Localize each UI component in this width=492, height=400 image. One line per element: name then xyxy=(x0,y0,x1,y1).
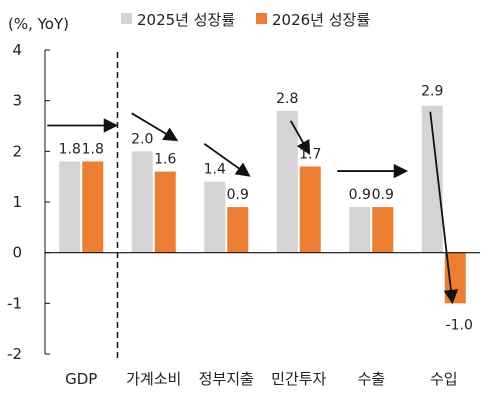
value-label-2-0: 1.8 xyxy=(82,141,104,157)
category-label-0: GDP xyxy=(65,370,97,388)
trend-arrow-3 xyxy=(289,120,311,156)
bar-1-0 xyxy=(59,161,81,253)
legend: 2025년 성장률 2026년 성장률 xyxy=(121,11,370,29)
category-label-2: 정부지출 xyxy=(199,370,254,388)
bar-2-1 xyxy=(154,171,176,253)
bar-2-3 xyxy=(299,166,321,253)
y-tick-label: 2 xyxy=(12,142,22,160)
y-tick-label: 1 xyxy=(12,193,22,211)
bar-2-0 xyxy=(82,161,104,253)
legend-label-2: 2026년 성장률 xyxy=(272,11,370,29)
y-tick-label: 0 xyxy=(12,244,22,262)
value-label-2-3: 1.7 xyxy=(299,147,321,163)
value-label-1-4: 0.9 xyxy=(349,187,371,203)
value-label-1-3: 2.8 xyxy=(276,91,298,107)
value-label-1-1: 2.0 xyxy=(131,131,153,147)
category-label-4: 수출 xyxy=(357,370,385,388)
unit-label: (%, YoY) xyxy=(8,15,69,33)
trend-arrow-1 xyxy=(131,112,179,142)
bar-2-2 xyxy=(227,207,249,253)
category-labels: GDP 가계소비 정부지출 민간투자 수출 수입 xyxy=(65,370,457,388)
value-label-2-2: 0.9 xyxy=(227,187,249,203)
bar-1-3 xyxy=(276,110,298,253)
category-label-3: 민간투자 xyxy=(271,370,326,388)
y-tick-label: 3 xyxy=(12,92,22,110)
value-label-1-5: 2.9 xyxy=(421,84,443,100)
legend-label-1: 2025년 성장률 xyxy=(137,11,235,29)
trend-arrow-2 xyxy=(203,143,251,177)
value-label-1-0: 1.8 xyxy=(59,141,81,157)
value-labels: 1.8 1.82.01.61.40.92.81.70.9 0.92.9-1.0 xyxy=(59,84,473,334)
trend-arrow-5 xyxy=(429,111,459,305)
bar-1-1 xyxy=(131,151,153,253)
y-tick-label: 4 xyxy=(12,41,22,59)
bar-1-2 xyxy=(204,181,226,253)
y-axis: -2 -1 0 1 2 3 4 xyxy=(7,41,50,363)
category-label-1: 가계소비 xyxy=(126,370,181,388)
legend-swatch-2 xyxy=(256,13,267,24)
y-tick-label: -1 xyxy=(7,294,22,312)
value-label-2-1: 1.6 xyxy=(154,152,176,168)
y-tick-label: -2 xyxy=(7,345,22,363)
bars xyxy=(59,105,466,304)
bar-1-5 xyxy=(421,105,443,253)
bar-1-4 xyxy=(349,207,371,253)
value-label-1-2: 1.4 xyxy=(204,162,226,178)
value-label-2-4: 0.9 xyxy=(372,187,394,203)
value-label-2-5: -1.0 xyxy=(446,317,473,333)
legend-swatch-1 xyxy=(121,13,132,24)
bar-2-4 xyxy=(372,207,394,253)
category-label-5: 수입 xyxy=(430,370,458,388)
trend-arrows xyxy=(47,111,459,305)
